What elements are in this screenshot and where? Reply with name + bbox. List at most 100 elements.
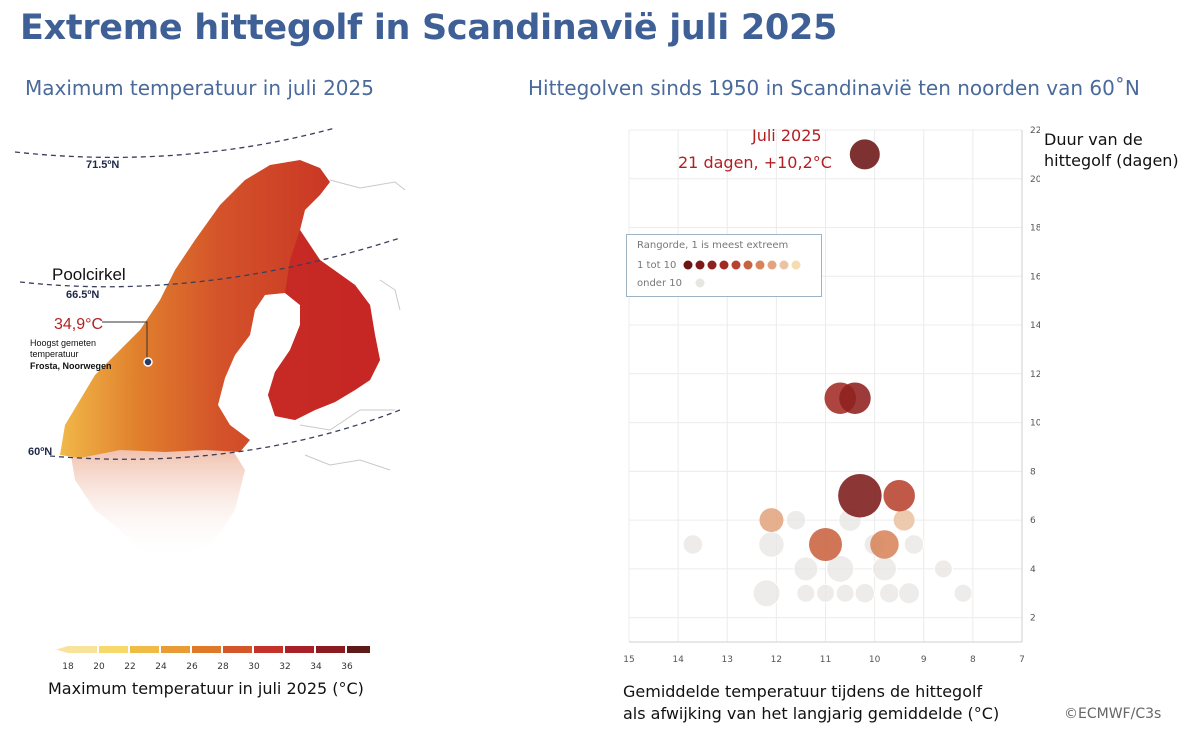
x-tick-label: 8 [970, 655, 976, 665]
rank-legend-top-label: 1 tot 10 [637, 260, 677, 271]
legend-tick-label: 32 [279, 662, 290, 672]
legend-swatch [254, 646, 283, 653]
heatwave-bubble-other [752, 579, 781, 608]
heatwave-bubble-other [835, 583, 855, 603]
heatwave-bubble-rank-1 [849, 139, 880, 170]
heatwave-bubble-rank-9 [893, 509, 915, 531]
legend-tick-label: 30 [248, 662, 260, 672]
heatwave-bubble-other [933, 559, 953, 579]
rank-legend-dot-other [695, 278, 705, 288]
y-tick-label: 20 [1030, 175, 1040, 185]
map-color-legend: 18 20 22 24 26 28 30 32 34 36 [56, 646, 370, 672]
frosta-marker [143, 357, 153, 367]
legend-tick-label: 36 [341, 662, 353, 672]
coastline-russia [329, 179, 406, 191]
max-temp-value: 34,9°C [54, 316, 103, 333]
x-tick-label: 12 [771, 655, 782, 665]
page-title: Extreme hittegolf in Scandinavië juli 20… [20, 8, 838, 48]
heatwave-chart: 15 14 13 12 11 10 9 8 7 2 4 6 8 10 12 14 16 18 20 22 [623, 126, 1040, 665]
y-tick-label: 6 [1030, 516, 1036, 526]
y-tick-label: 2 [1030, 614, 1036, 624]
coastline-baltic-south [304, 454, 391, 471]
max-temp-note-1: Hoogst gemeten [30, 338, 96, 348]
rank-legend-other-label: onder 10 [637, 278, 682, 289]
legend-tick-label: 18 [62, 662, 74, 672]
y-tick-label: 14 [1030, 321, 1040, 331]
legend-swatch [223, 646, 252, 653]
y-tick-label: 10 [1030, 419, 1040, 429]
lat-label-71: 71.5ºN [86, 159, 119, 171]
rank-legend-dot [743, 260, 753, 270]
y-tick-label: 8 [1030, 467, 1036, 477]
heatwave-bubble-other [826, 554, 855, 583]
heatwave-bubble-other [796, 583, 816, 603]
rank-legend-dot [719, 260, 729, 270]
heatwave-bubble-other [898, 582, 921, 605]
legend-swatch [68, 646, 97, 653]
finland-region [268, 230, 380, 420]
legend-swatch [285, 646, 314, 653]
rank-legend-dot [779, 260, 789, 270]
map-subtitle: Maximum temperatuur in juli 2025 [25, 76, 374, 100]
y-axis-label: Duur van de hittegolf (dagen) [1044, 129, 1194, 171]
max-temp-location: Frosta, Noorwegen [30, 361, 112, 371]
heatwave-bubble-rank-3 [839, 382, 871, 414]
rank-legend-dot [695, 260, 705, 270]
poolcirkel-label: Poolcirkel [52, 265, 126, 284]
legend-tick-label: 28 [217, 662, 229, 672]
credit: ©ECMWF/C3s [1064, 706, 1162, 722]
y-tick-label: 4 [1030, 565, 1036, 575]
legend-tick-label: 24 [155, 662, 167, 672]
x-tick-label: 14 [672, 655, 684, 665]
lat-label-66: 66.5ºN [66, 289, 99, 301]
y-tick-label: 18 [1030, 224, 1040, 234]
legend-swatch [316, 646, 345, 653]
chart-subtitle: Hittegolven sinds 1950 in Scandinavië te… [528, 76, 1140, 100]
heatwave-bubble-other [903, 534, 925, 555]
map-legend-title: Maximum temperatuur in juli 2025 (°C) [48, 679, 364, 698]
temperature-map: 71.5ºN Poolcirkel 66.5ºN 60ºN 34,9°C Hoo… [14, 127, 406, 560]
heatwave-bubble-other [758, 531, 785, 558]
heatwave-bubble-other [682, 534, 704, 555]
y-axis-label-line-2: hittegolf (dagen) [1044, 151, 1179, 170]
legend-tick-label: 34 [310, 662, 322, 672]
rank-legend-dot [755, 260, 765, 270]
latitude-66-line [19, 237, 401, 288]
rank-legend-dot [683, 260, 693, 270]
legend-arrow-left [56, 646, 68, 653]
legend-tick-label: 20 [93, 662, 105, 672]
rank-legend-dots [683, 260, 801, 270]
legend-swatch [99, 646, 128, 653]
highlight-detail: 21 dagen, +10,2°C [678, 153, 832, 172]
rank-legend-dot [791, 260, 801, 270]
heatwave-bubble-other [816, 583, 835, 603]
heatwave-bubble-other [785, 509, 807, 531]
y-tick-label: 22 [1030, 126, 1040, 136]
heatwave-bubble-other [871, 556, 897, 582]
legend-swatch [161, 646, 190, 653]
rank-legend-other-dot [695, 278, 705, 288]
legend-swatch [192, 646, 221, 653]
latitude-60-line [49, 409, 401, 460]
rank-legend-dot [731, 260, 741, 270]
legend-tick-label: 26 [186, 662, 198, 672]
heatwave-bubble-rank-7 [870, 530, 899, 559]
latitude-71-line [14, 127, 336, 159]
x-axis-label-line-1: Gemiddelde temperatuur tijdens de hitteg… [623, 682, 983, 701]
rank-legend-dot [767, 260, 777, 270]
x-tick-label: 10 [869, 655, 881, 665]
x-tick-label: 9 [921, 655, 927, 665]
lat-label-60: 60ºN [28, 446, 52, 458]
map-south-fade [70, 442, 245, 560]
x-tick-label: 15 [623, 655, 634, 665]
y-tick-label: 12 [1030, 370, 1040, 380]
rank-legend-title: Rangorde, 1 is meest extreem [637, 240, 789, 251]
y-tick-label: 16 [1030, 272, 1040, 282]
legend-swatch [347, 646, 370, 653]
x-tick-label: 7 [1019, 655, 1025, 665]
rank-legend-dot [707, 260, 717, 270]
heatwave-bubble-other [854, 582, 876, 604]
max-temp-pointer [102, 321, 148, 360]
legend-tick-label: 22 [124, 662, 135, 672]
heatwave-bubble-other [793, 556, 819, 582]
